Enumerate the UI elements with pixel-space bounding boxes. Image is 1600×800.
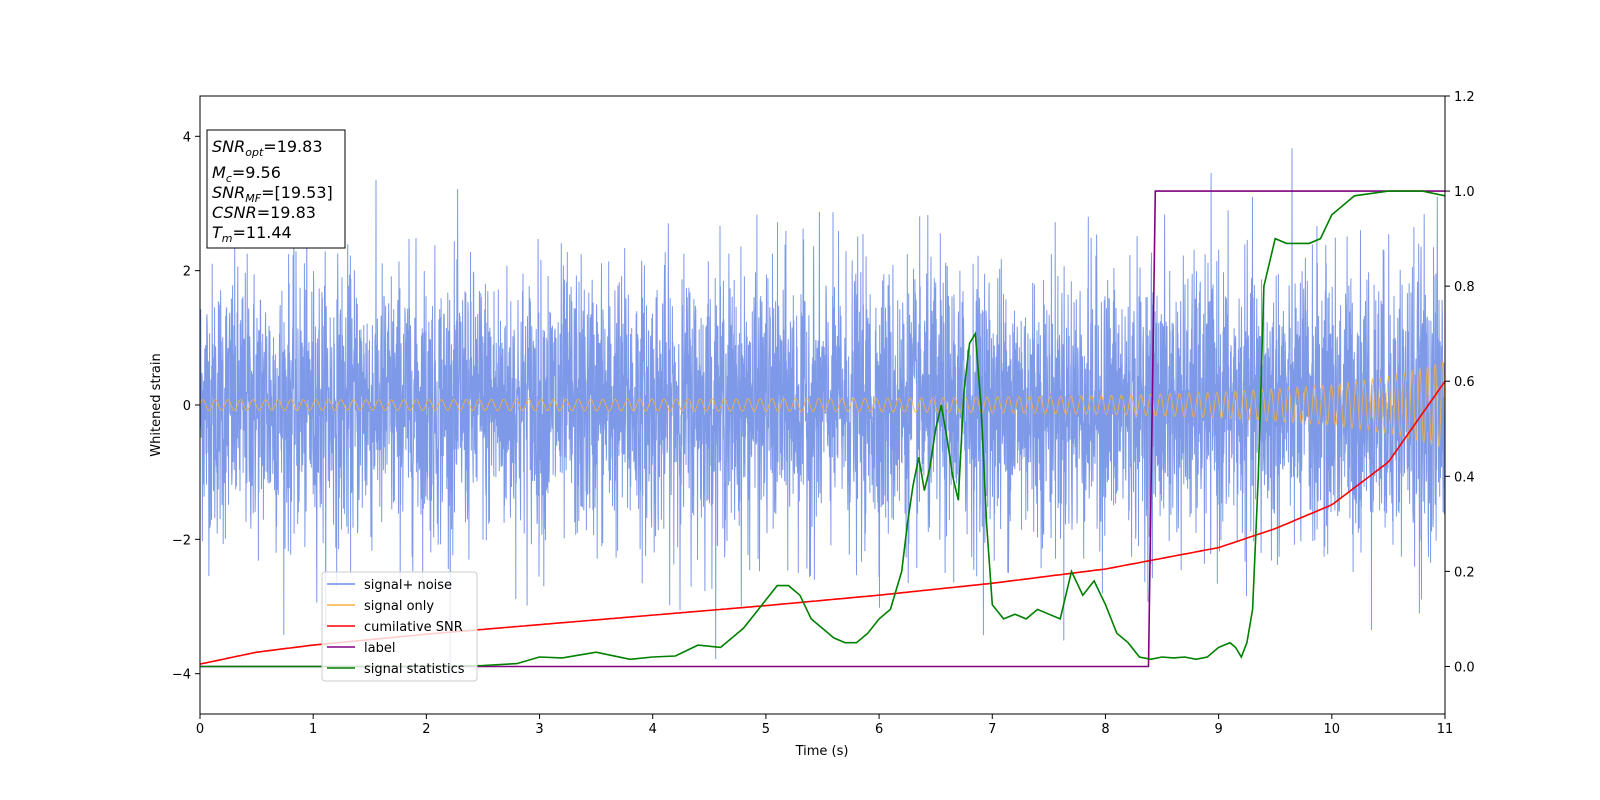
x-tick-label: 9	[1214, 722, 1222, 737]
annotation-tm: Tm=11.44	[212, 223, 292, 245]
x-tick-label: 11	[1437, 722, 1454, 737]
y2-tick-label: 1.0	[1454, 185, 1475, 200]
y-tick-label: 2	[183, 265, 191, 280]
y2-tick-label: 0.8	[1454, 280, 1475, 295]
x-tick-label: 0	[196, 722, 204, 737]
series-signal-statistics	[200, 190, 1445, 668]
y-tick-label: −2	[172, 533, 191, 548]
x-axis-label: Time (s)	[795, 744, 849, 759]
annotation-csnr: CSNR=19.83	[212, 203, 316, 222]
y2-tick-label: 0.0	[1454, 660, 1475, 675]
y-tick-label: 0	[183, 399, 191, 414]
annotation-box: SNRopt=19.83 Mc=9.56 SNRMF=[19.53] CSNR=…	[206, 129, 346, 249]
annotation-snr-mf: SNRMF=[19.53]	[212, 183, 333, 205]
series-signal-noise	[200, 148, 1445, 681]
x-tick-label: 5	[762, 722, 770, 737]
annotation-mc: Mc=9.56	[212, 163, 281, 185]
x-tick-label: 1	[309, 722, 317, 737]
y2-axis-ticks: 0.0 0.2 0.4 0.6 0.8 1.0 1.2	[1445, 90, 1475, 675]
y-axis-ticks: −4 −2 0 2 4	[172, 130, 200, 683]
annotation-snr-opt: SNRopt=19.83	[212, 137, 323, 159]
x-tick-label: 2	[422, 722, 430, 737]
x-tick-label: 3	[535, 722, 543, 737]
y2-tick-label: 1.2	[1454, 90, 1475, 105]
legend-label-signal-only: signal only	[364, 599, 434, 614]
series-signal-only	[200, 360, 1445, 448]
x-tick-label: 10	[1324, 722, 1341, 737]
y-tick-label: 4	[183, 130, 191, 145]
y-axis-label: Whitened strain	[149, 353, 164, 456]
y2-tick-label: 0.2	[1454, 565, 1475, 580]
x-tick-label: 4	[649, 722, 657, 737]
y2-tick-label: 0.4	[1454, 470, 1475, 485]
legend-label-signal-noise: signal+ noise	[364, 578, 452, 593]
legend-label-signal-statistics: signal statistics	[364, 662, 465, 677]
legend: signal+ noise signal only cumilative SNR…	[321, 571, 478, 682]
x-axis-ticks: 0 1 2 3 4 5 6 7 8 9 10 11	[196, 714, 1453, 737]
y-tick-label: −4	[172, 668, 191, 683]
legend-label-cumulative-snr: cumilative SNR	[364, 620, 463, 635]
legend-label-label: label	[364, 641, 395, 656]
x-tick-label: 8	[1101, 722, 1109, 737]
x-tick-label: 7	[988, 722, 996, 737]
y2-tick-label: 0.6	[1454, 375, 1475, 390]
x-tick-label: 6	[875, 722, 883, 737]
series-label	[200, 190, 1445, 668]
